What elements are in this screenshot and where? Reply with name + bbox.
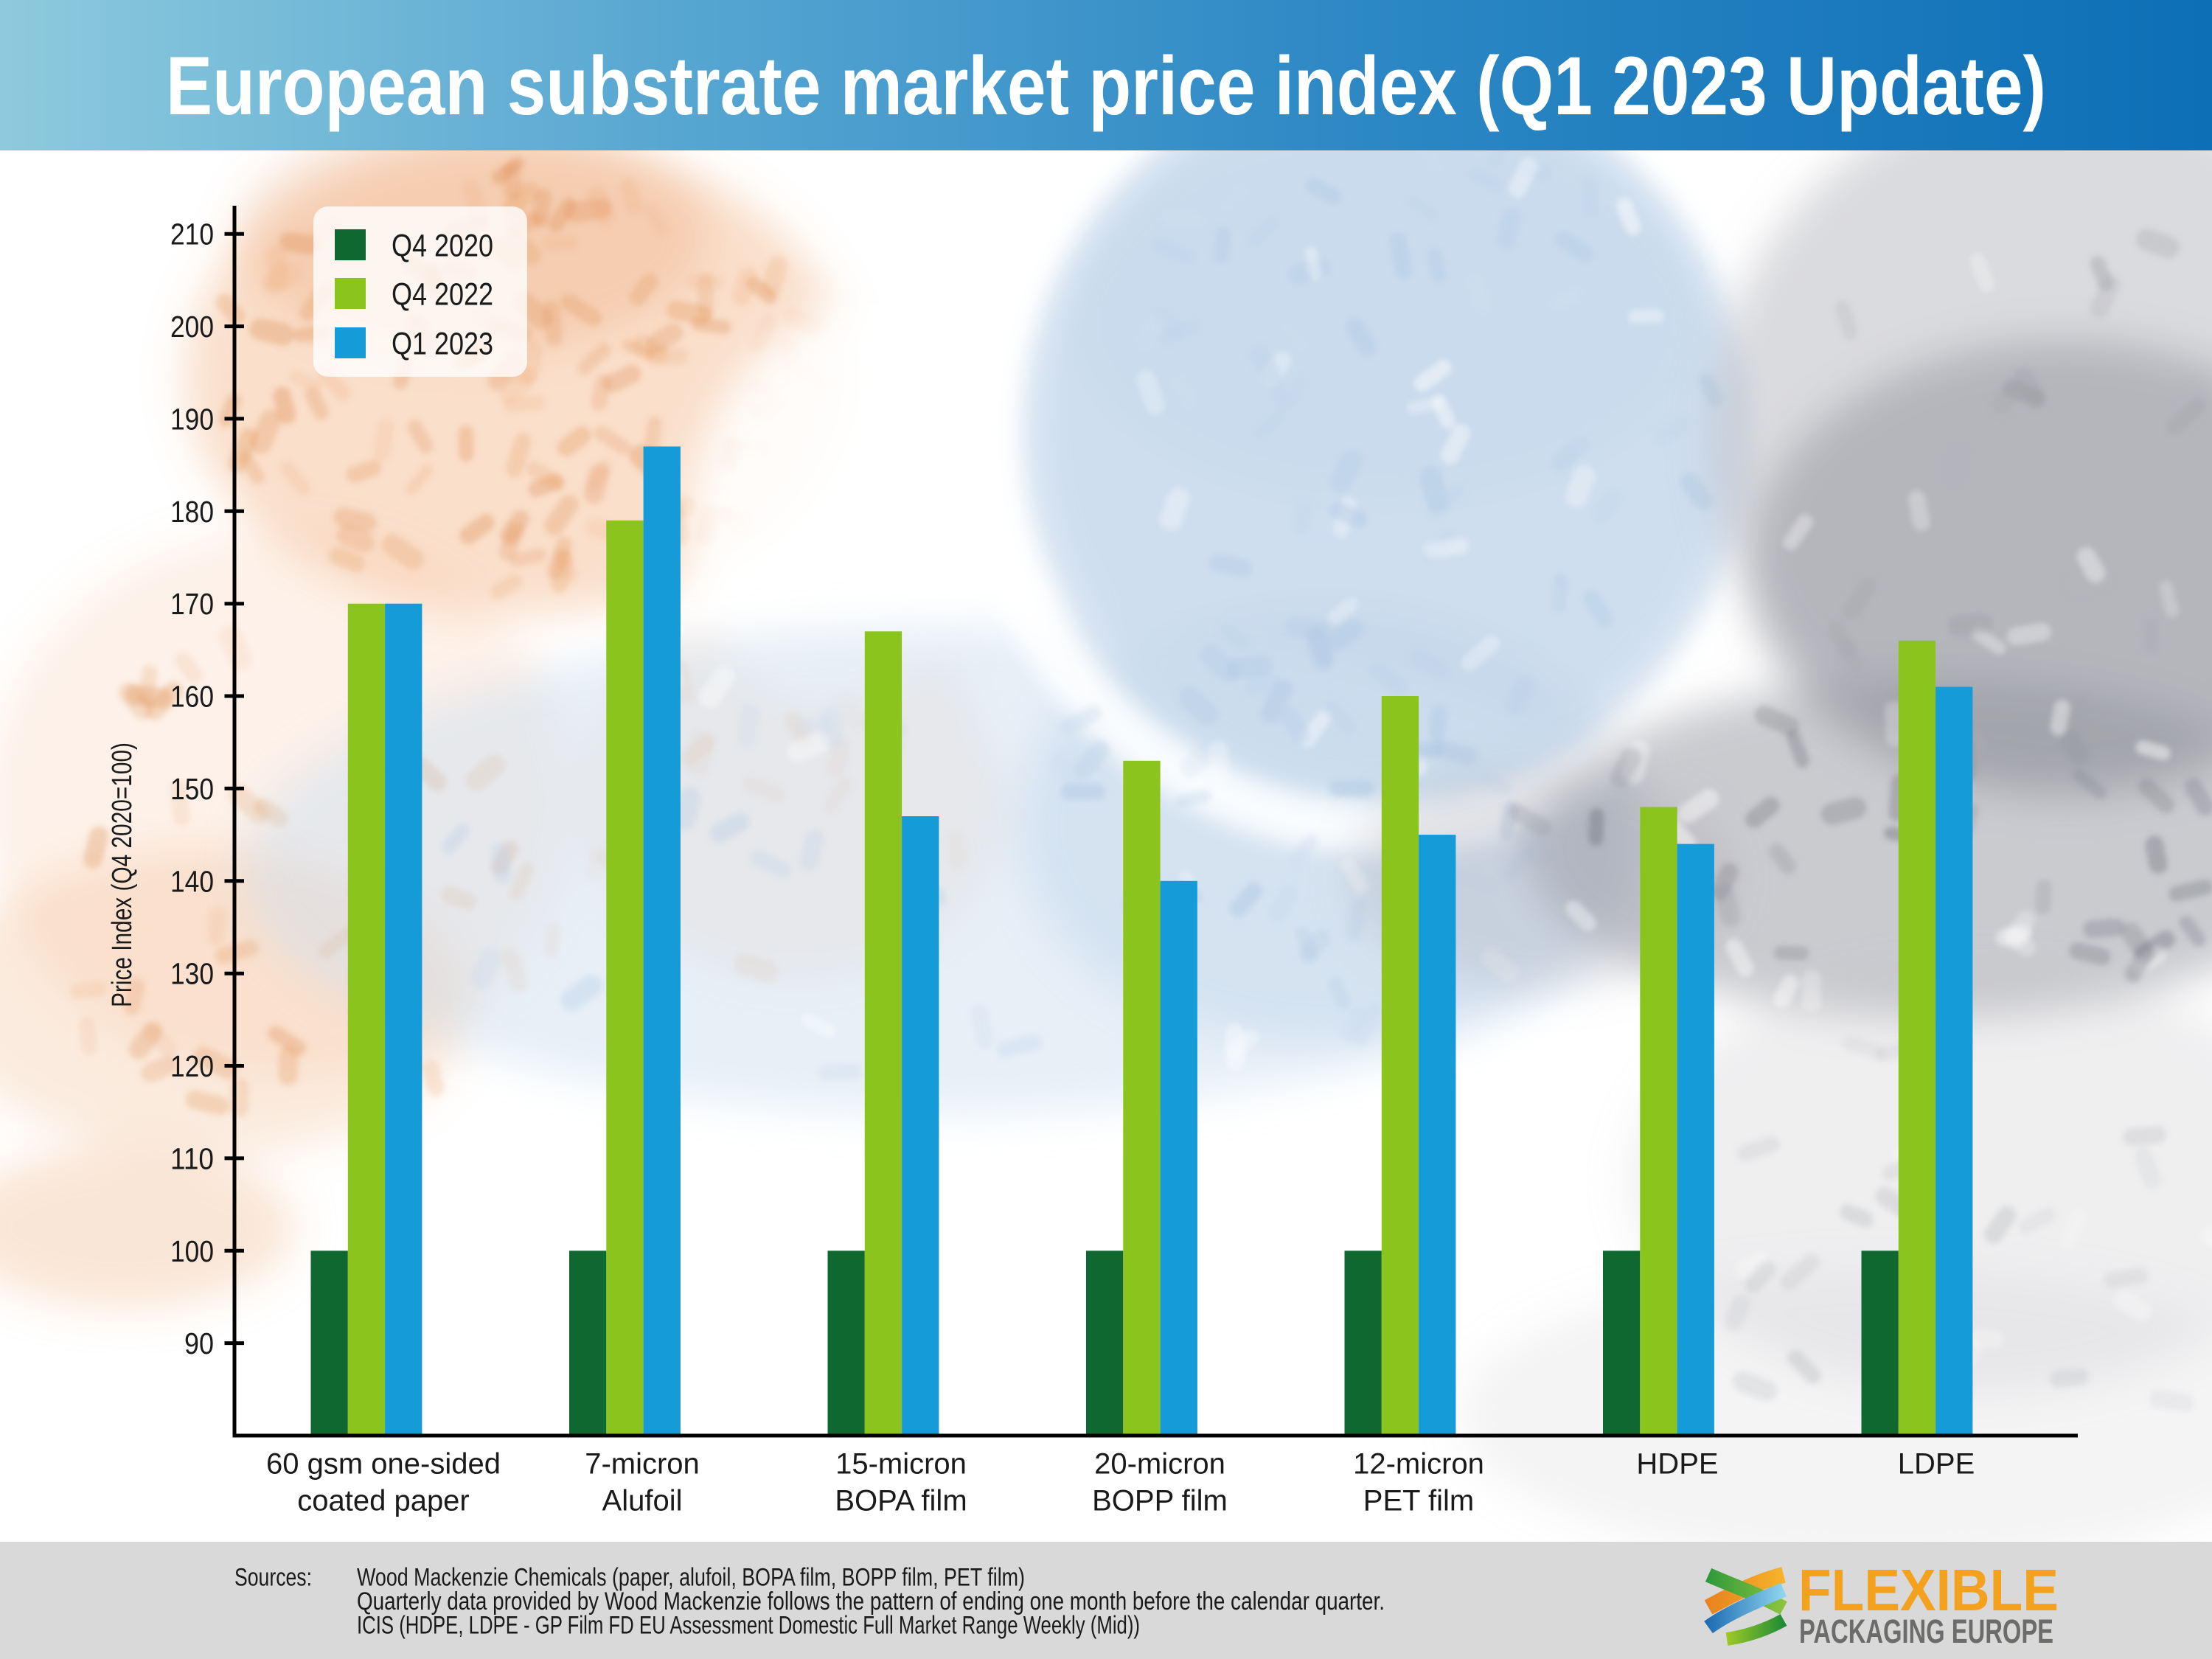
svg-text:FLEXIBLE: FLEXIBLE <box>1798 1557 2059 1623</box>
svg-text:Quarterly data provided by Woo: Quarterly data provided by Wood Mackenzi… <box>357 1587 1385 1615</box>
svg-text:Price Index (Q4 2020=100): Price Index (Q4 2020=100) <box>107 742 138 1007</box>
svg-text:ICIS (HDPE, LDPE - GP Film FD: ICIS (HDPE, LDPE - GP Film FD EU Assessm… <box>357 1612 1140 1640</box>
svg-text:Sources:: Sources: <box>234 1564 312 1592</box>
svg-text:BOPA film: BOPA film <box>835 1485 967 1517</box>
svg-text:210: 210 <box>170 218 214 251</box>
svg-text:Alufoil: Alufoil <box>602 1485 683 1517</box>
svg-text:150: 150 <box>170 772 214 806</box>
svg-text:130: 130 <box>170 957 214 991</box>
svg-text:120: 120 <box>170 1049 214 1083</box>
svg-text:BOPP film: BOPP film <box>1092 1485 1228 1517</box>
svg-text:160: 160 <box>170 680 214 714</box>
svg-text:100: 100 <box>170 1234 214 1268</box>
svg-text:7-micron: 7-micron <box>585 1448 700 1481</box>
svg-text:Q1 2023: Q1 2023 <box>392 327 493 362</box>
svg-text:60 gsm one-sided: 60 gsm one-sided <box>266 1448 501 1481</box>
svg-text:PET film: PET film <box>1363 1485 1474 1517</box>
svg-text:Q4 2020: Q4 2020 <box>392 229 493 264</box>
svg-text:HDPE: HDPE <box>1636 1448 1718 1481</box>
svg-text:190: 190 <box>170 402 214 436</box>
svg-text:12-micron: 12-micron <box>1353 1448 1484 1481</box>
svg-text:180: 180 <box>170 495 214 529</box>
svg-text:170: 170 <box>170 587 214 621</box>
svg-text:110: 110 <box>170 1141 214 1175</box>
svg-text:Wood Mackenzie Chemicals (pape: Wood Mackenzie Chemicals (paper, alufoil… <box>357 1564 1025 1592</box>
svg-text:coated paper: coated paper <box>297 1485 470 1517</box>
svg-text:Q4 2022: Q4 2022 <box>392 277 493 313</box>
svg-text:140: 140 <box>170 864 214 898</box>
svg-text:LDPE: LDPE <box>1898 1448 1975 1481</box>
svg-text:20-micron: 20-micron <box>1094 1448 1225 1481</box>
svg-text:90: 90 <box>184 1326 214 1360</box>
svg-text:200: 200 <box>170 310 214 344</box>
svg-text:European substrate market pric: European substrate market price index (Q… <box>166 40 2046 132</box>
svg-text:15-micron: 15-micron <box>835 1448 967 1481</box>
svg-text:PACKAGING EUROPE: PACKAGING EUROPE <box>1799 1613 2053 1650</box>
